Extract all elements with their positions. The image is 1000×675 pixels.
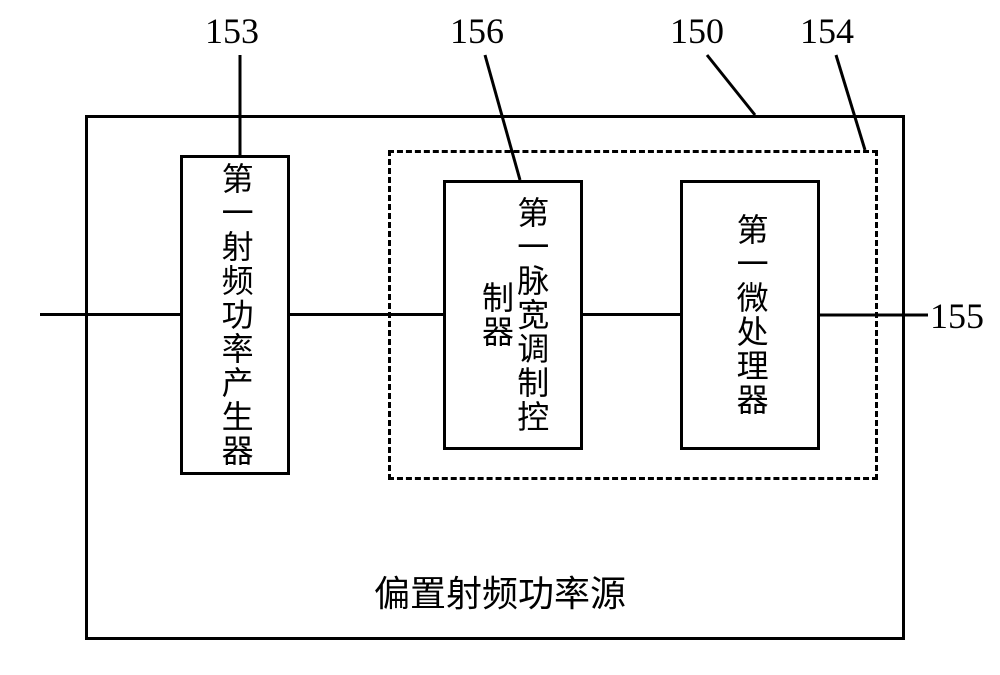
ref-154: 154 xyxy=(800,10,854,52)
diagram-canvas: 偏置射频功率源 第一射频功率产生器 第一脉宽调制控制器 第一微处理器 153 1… xyxy=(0,0,1000,675)
ref-156: 156 xyxy=(450,10,504,52)
ref-155: 155 xyxy=(930,295,984,337)
leader-lines xyxy=(0,0,1000,675)
ref-153: 153 xyxy=(205,10,259,52)
ref-150: 150 xyxy=(670,10,724,52)
